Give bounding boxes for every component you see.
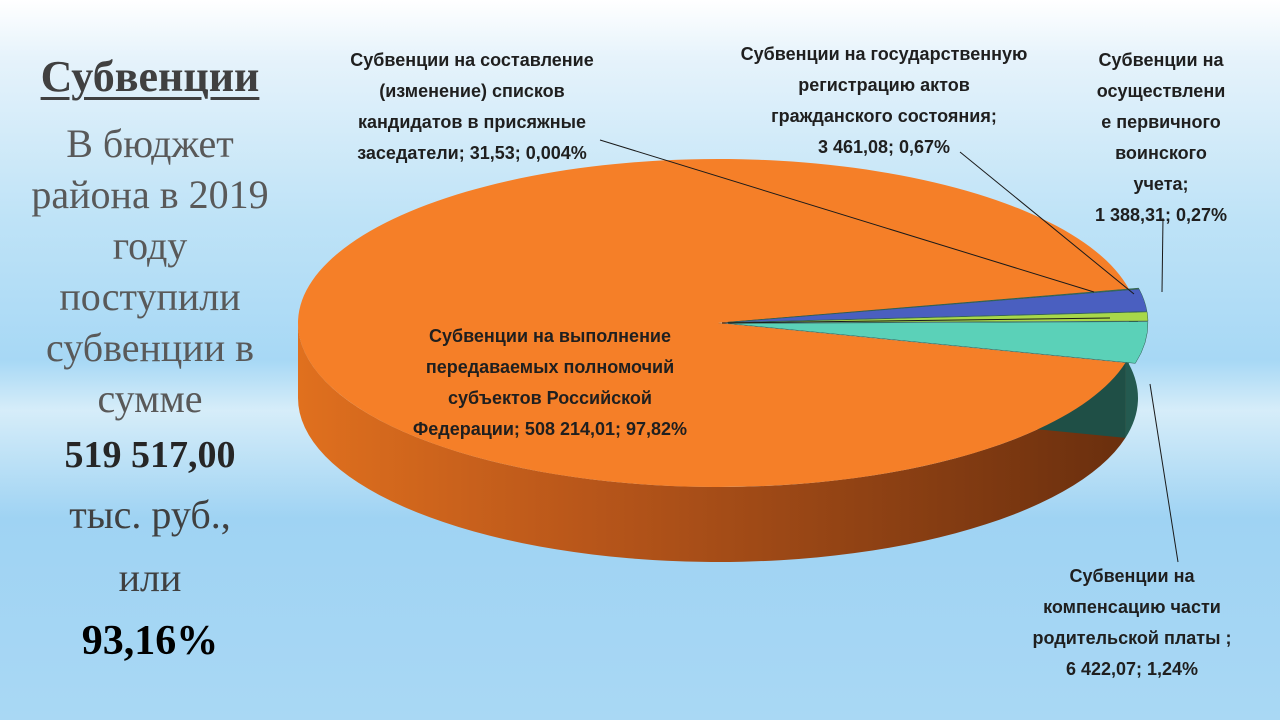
- data-label-civil-line: Субвенции на государственную: [741, 44, 1028, 64]
- data-label-parental-line: 6 422,07; 1,24%: [1066, 659, 1198, 679]
- slice-military-top: [727, 311, 1149, 324]
- slice-civil: [727, 288, 1148, 323]
- slice-jurors: [727, 287, 1140, 323]
- summary-line-5: субвенции в: [46, 325, 254, 370]
- leader-line-parental: [1149, 383, 1179, 563]
- or-word: или: [118, 555, 182, 600]
- summary-line-2: района в 2019: [31, 172, 269, 217]
- data-label-parental-line: компенсацию части: [1043, 597, 1221, 617]
- data-label-parental: Субвенции на компенсацию части родительско…: [1033, 566, 1232, 679]
- data-label-parental-line: Субвенции на: [1070, 566, 1196, 586]
- data-label-civil-line: регистрацию актов: [798, 75, 970, 95]
- data-label-military-line: е первичного: [1101, 112, 1221, 132]
- data-label-main-line: Федерации; 508 214,01; 97,82%: [413, 419, 687, 439]
- slice-jurors-top: [727, 287, 1140, 323]
- slice-parental-top: [727, 321, 1149, 364]
- main-slice-side: [298, 323, 1126, 562]
- slice-main: [298, 158, 1129, 487]
- summary-panel: Субвенции В бюджет района в 2019 году по…: [0, 40, 300, 674]
- data-label-civil-line: 3 461,08; 0,67%: [818, 137, 950, 157]
- summary-line-6: сумме: [97, 376, 203, 421]
- summary-line-1: В бюджет: [66, 121, 234, 166]
- data-label-jurors-line: заседатели; 31,53; 0,004%: [357, 143, 587, 163]
- data-labels-group: Субвенции на выполнение передаваемых полн…: [350, 44, 1231, 679]
- data-label-jurors: Субвенции на составление (изменение) спис…: [350, 50, 594, 163]
- data-label-military-line: воинского: [1115, 143, 1207, 163]
- leader-line-military: [1161, 217, 1164, 293]
- data-label-jurors-line: (изменение) списков: [379, 81, 565, 101]
- data-label-jurors-line: кандидатов в присяжные: [358, 112, 586, 132]
- total-amount: 519 517,00: [64, 434, 236, 476]
- leader-lines-group: [599, 139, 1179, 563]
- data-label-main-line: субъектов Российской: [448, 388, 652, 408]
- data-label-jurors-line: Субвенции на составление: [350, 50, 594, 70]
- data-label-military: Субвенции на осуществлени е первичного воин…: [1095, 50, 1227, 225]
- data-label-parental-line: родительской платы ;: [1033, 628, 1232, 648]
- summary-line-3: году: [112, 223, 188, 268]
- data-label-civil-line: гражданского состояния;: [771, 106, 997, 126]
- amount-unit: тыс. руб.,: [69, 492, 231, 537]
- data-label-main: Субвенции на выполнение передаваемых полн…: [413, 326, 687, 439]
- data-label-military-line: учета;: [1133, 174, 1188, 194]
- data-label-military-line: Субвенции на: [1099, 50, 1225, 70]
- summary-line-4: поступили: [59, 274, 241, 319]
- pie-top-group: [298, 158, 1149, 487]
- share-percent: 93,16%: [81, 618, 219, 664]
- data-label-main-line: передаваемых полномочий: [426, 357, 674, 377]
- leader-line-jurors: [599, 139, 1095, 293]
- slide-title: Субвенции: [40, 52, 260, 101]
- data-label-military-line: 1 388,31; 0,27%: [1095, 205, 1227, 225]
- slice-main-top: [298, 158, 1129, 487]
- slice-parental: [727, 321, 1149, 364]
- summary-text: В бюджет района в 2019 году поступили су…: [0, 118, 300, 424]
- leader-line-main: [721, 317, 1111, 324]
- slice-military: [727, 311, 1149, 324]
- slice-civil-top: [727, 288, 1148, 323]
- leader-line-civil: [959, 151, 1135, 295]
- data-label-civil: Субвенции на государственную регистрацию …: [741, 44, 1028, 157]
- data-label-military-line: осуществлени: [1097, 81, 1226, 101]
- data-label-main-line: Субвенции на выполнение: [429, 326, 671, 346]
